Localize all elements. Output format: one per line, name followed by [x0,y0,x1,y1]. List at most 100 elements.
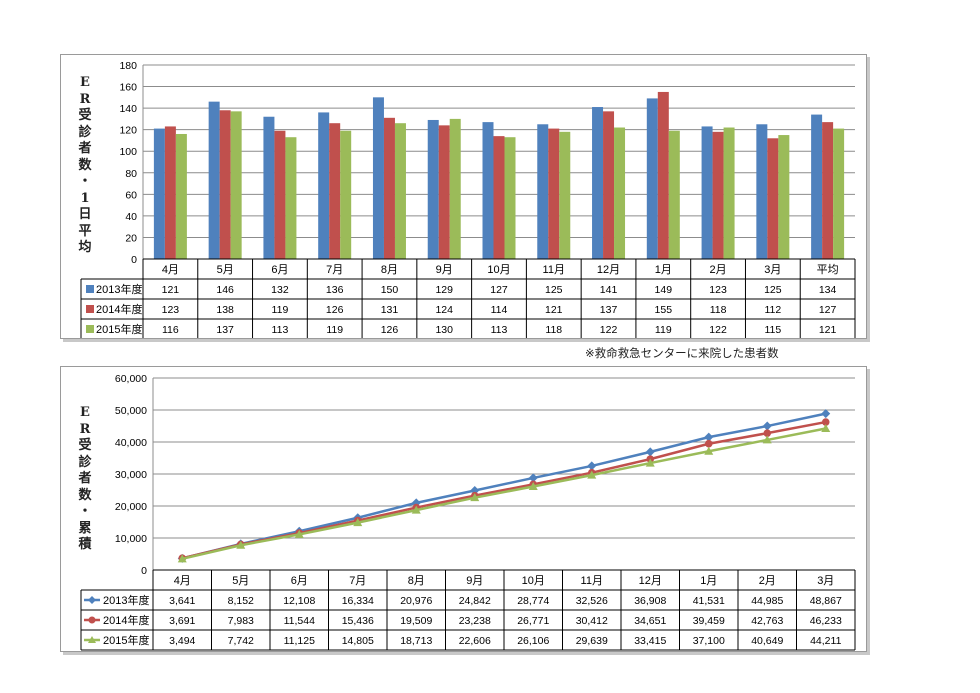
x-tick-label: 11月 [581,575,603,587]
y-tick-label: 30,000 [115,469,147,481]
x-tick-label: 9月 [466,575,483,587]
data-label: 118 [545,324,562,336]
bar [712,131,724,259]
data-label: 137 [600,304,618,316]
data-label: 37,100 [693,635,725,647]
y-tick-label: 10,000 [115,533,147,545]
bar [208,101,220,259]
legend-label: 2014年度 [103,613,149,627]
y-tick-label: 80 [125,168,137,180]
data-label: 119 [655,324,672,336]
legend-swatch [86,285,94,293]
x-tick-label: 7月 [349,575,366,587]
x-tick-label: 6月 [271,264,288,276]
bar [822,122,834,259]
y-tick-label: 50,000 [115,405,147,417]
bar [603,111,615,259]
line-chart-y-axis-label: E R 受 診 者 数 ・ 累 積 [78,405,92,552]
bar [383,117,395,259]
legend-label: 2015年度 [103,633,149,647]
point [645,458,655,467]
data-label: 123 [162,304,180,316]
x-tick-label: 11月 [543,264,565,276]
point [528,473,538,483]
data-label: 114 [491,304,508,316]
data-label: 26,106 [517,635,549,647]
line-chart-panel: E R 受 診 者 数 ・ 累 積 0 10,000 20,000 30,000 40,… [60,366,867,652]
bar [285,137,297,259]
point [587,461,597,471]
x-tick-label: 8月 [381,264,398,276]
bar [646,98,658,260]
x-tick-label: 12月 [639,575,662,587]
bar [153,128,165,259]
legend-label: 2014年度 [96,302,142,316]
data-label: 136 [326,284,344,296]
x-tick-label: 6月 [291,575,308,587]
data-label: 138 [216,304,234,316]
x-tick-label: 5月 [232,575,249,587]
y-tick-label: 100 [119,146,137,158]
y-tick-label: 40,000 [115,437,147,449]
data-label: 125 [545,284,563,296]
data-label: 28,774 [517,595,549,607]
data-label: 11,544 [284,615,315,627]
data-label: 150 [381,284,399,296]
bar [657,91,669,259]
bar [756,124,768,260]
data-label: 137 [216,324,234,336]
data-label: 48,867 [810,595,842,607]
point [821,409,831,419]
legend-swatch [86,325,94,333]
data-label: 112 [764,304,781,316]
point [762,421,772,431]
legend-marker [88,596,96,604]
point [411,505,421,514]
y-tick-label: 20 [125,232,137,244]
data-label: 126 [381,324,399,336]
legend-marker [88,616,96,624]
bar [394,123,406,259]
bar [701,126,713,259]
data-label: 131 [381,304,399,316]
bar [175,133,187,259]
x-tick-label: 9月 [436,264,453,276]
point [704,432,714,442]
point [353,518,363,527]
series-line [181,427,826,561]
data-label: 19,509 [400,615,432,627]
point [704,446,714,455]
x-tick-label: 4月 [174,575,191,587]
bar [559,131,571,259]
data-label: 126 [326,304,344,316]
data-label: 3,494 [169,635,195,647]
point [587,470,597,479]
data-label: 3,691 [169,615,195,627]
footnote: ※救命救急センターに来院した患者数 [585,346,779,360]
x-tick-label: 1月 [655,264,672,276]
x-tick-label: 10月 [487,264,510,276]
legend-label: 2015年度 [96,322,142,336]
x-tick-label: 5月 [217,264,234,276]
legend-marker [88,636,96,643]
bar [548,128,560,259]
y-tick-label: 40 [125,211,137,223]
bar [372,97,384,259]
data-label: 42,763 [751,615,783,627]
point [645,447,655,457]
bar [493,136,505,259]
legend-label: 2013年度 [103,593,149,607]
data-label: 122 [600,324,618,336]
data-label: 121 [545,304,563,316]
bar [833,128,845,259]
bar [592,107,604,260]
point [821,424,831,433]
data-label: 11,125 [284,635,315,647]
data-label: 118 [710,304,727,316]
data-label: 146 [216,284,234,296]
x-tick-label: 4月 [162,264,179,276]
bar [723,127,735,259]
data-label: 46,233 [810,615,842,627]
bar [504,137,516,259]
bar [329,123,341,259]
